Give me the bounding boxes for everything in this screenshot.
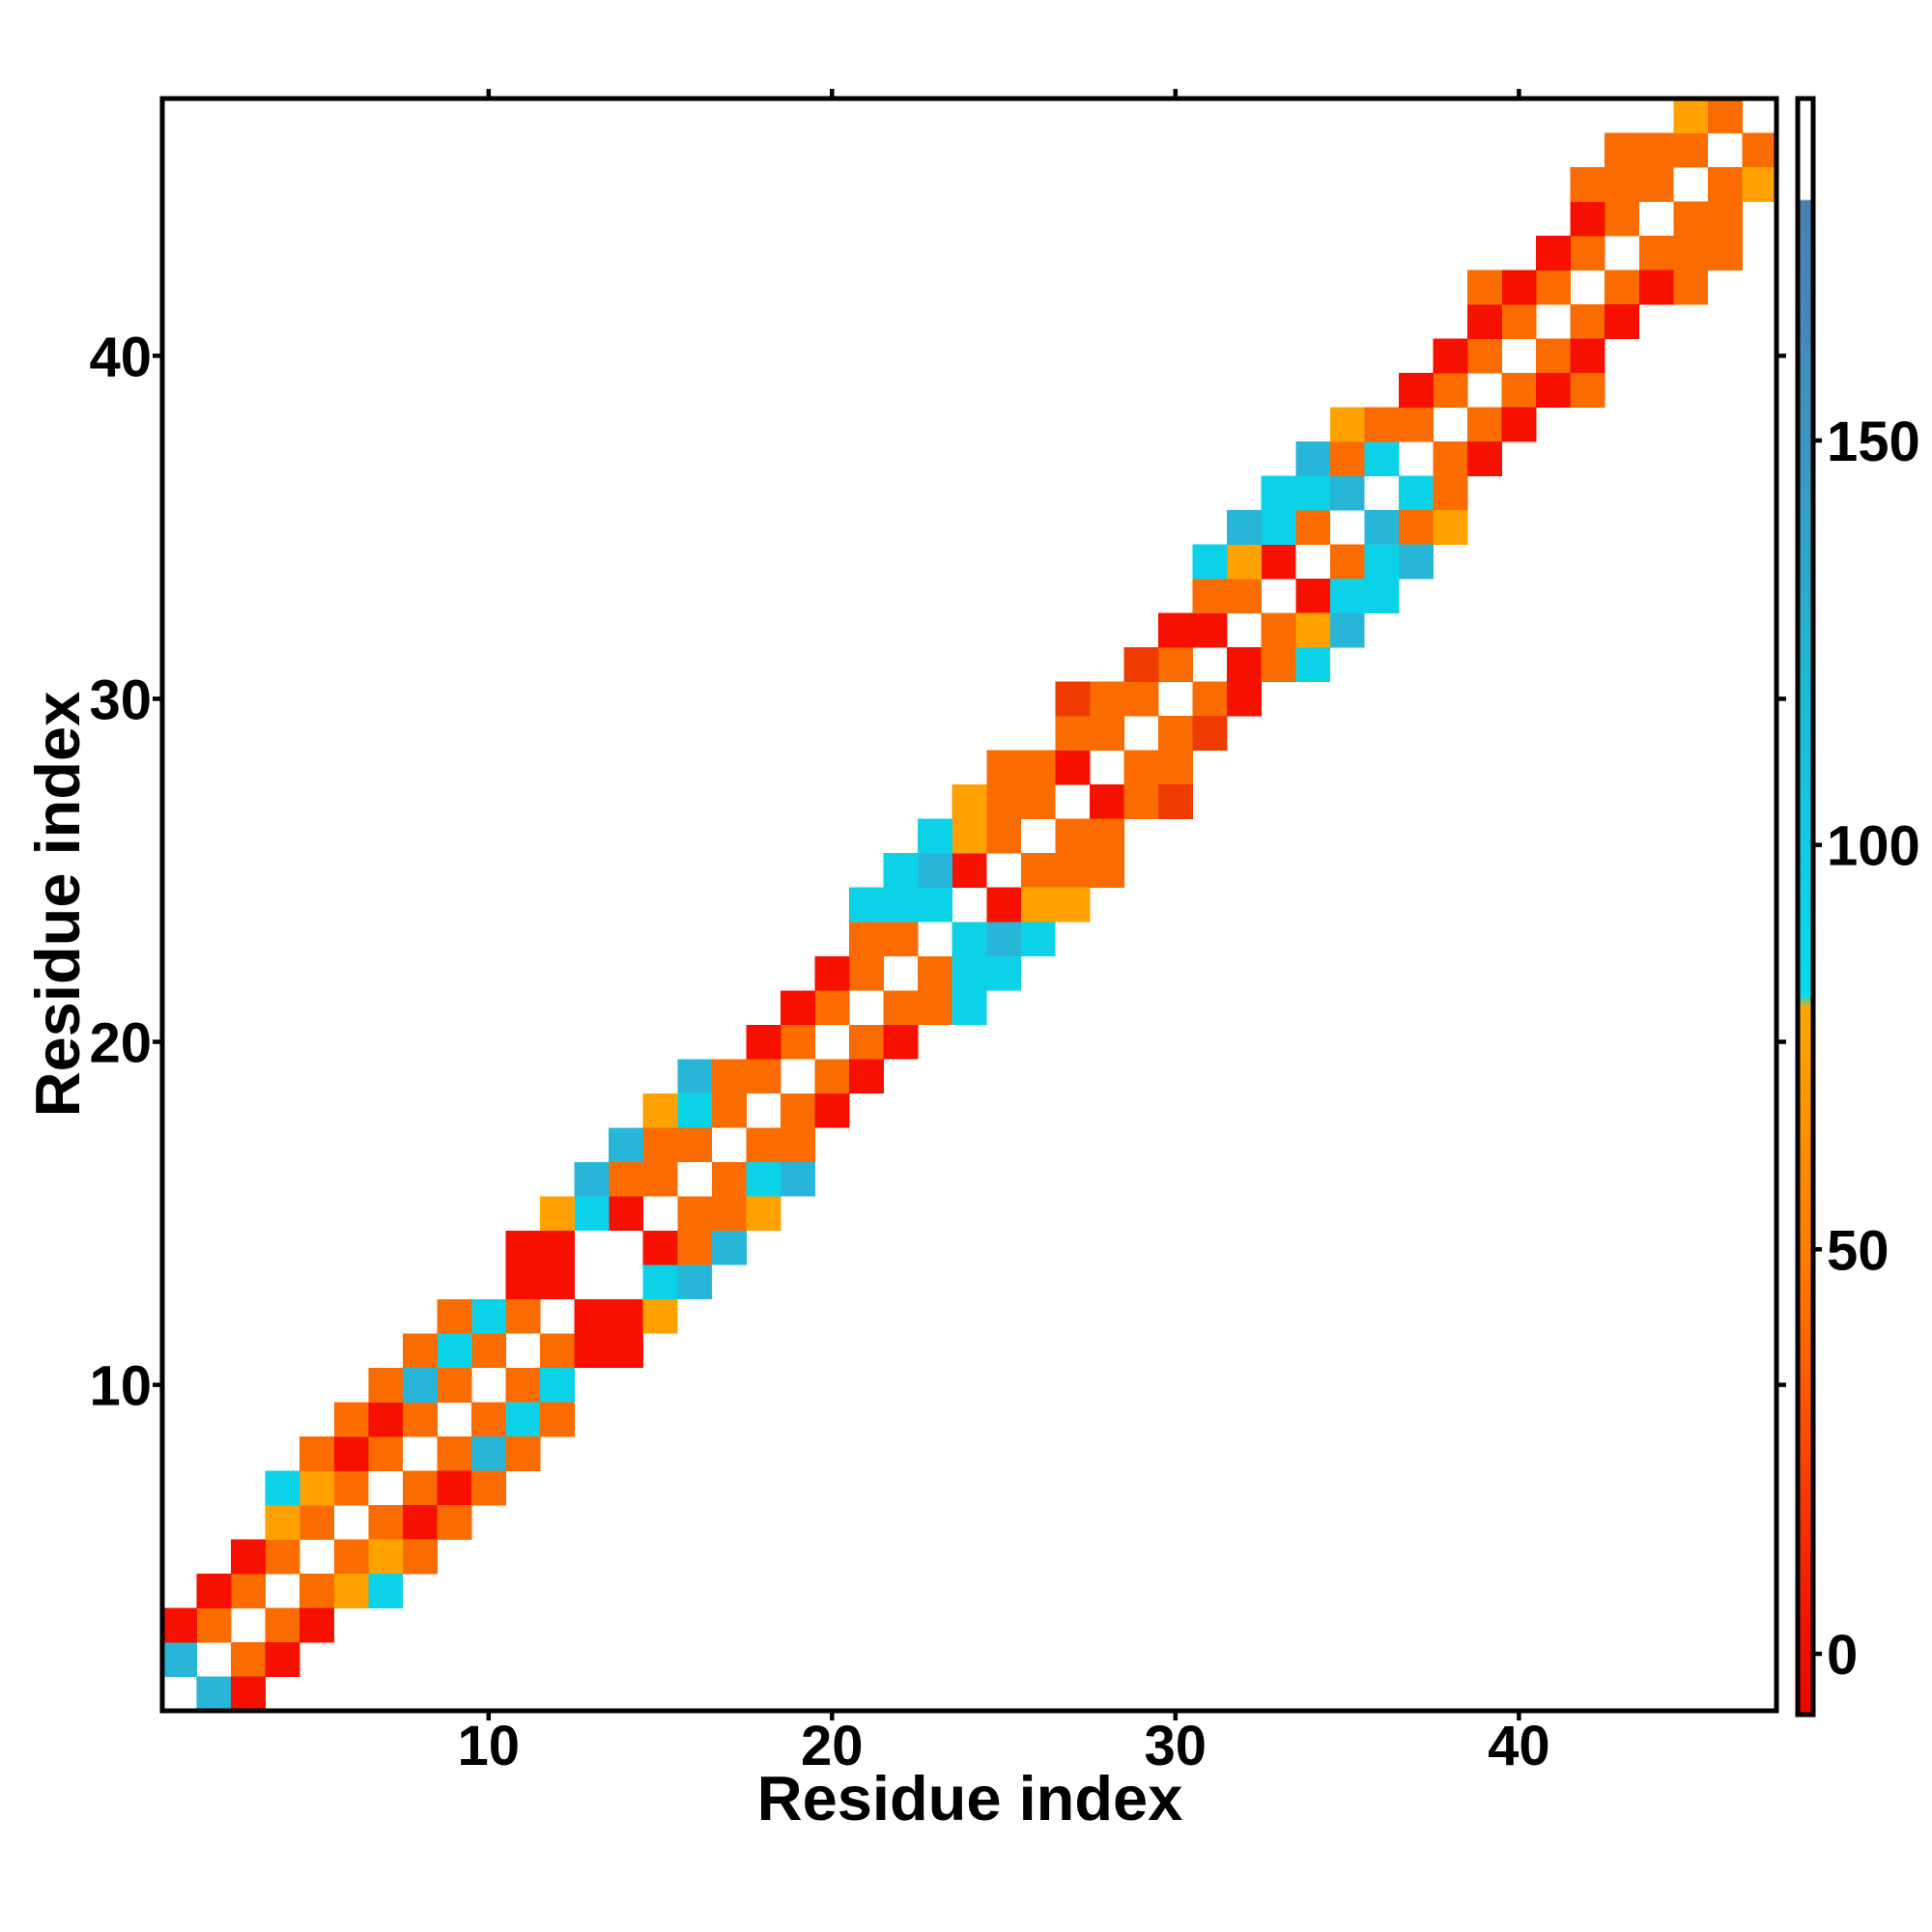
svg-text:20: 20 bbox=[801, 1715, 864, 1777]
svg-text:0: 0 bbox=[1827, 1624, 1858, 1687]
svg-text:50: 50 bbox=[1827, 1219, 1889, 1282]
svg-text:100: 100 bbox=[1827, 815, 1920, 878]
svg-text:30: 30 bbox=[1145, 1715, 1208, 1777]
svg-text:Residue index: Residue index bbox=[22, 692, 93, 1118]
svg-text:30: 30 bbox=[89, 668, 152, 731]
svg-text:150: 150 bbox=[1827, 411, 1920, 473]
svg-text:10: 10 bbox=[89, 1355, 152, 1418]
svg-text:10: 10 bbox=[458, 1715, 521, 1777]
svg-text:20: 20 bbox=[89, 1012, 152, 1075]
svg-text:Residue index: Residue index bbox=[757, 1763, 1183, 1833]
svg-text:40: 40 bbox=[1488, 1715, 1550, 1777]
svg-text:40: 40 bbox=[89, 326, 152, 388]
